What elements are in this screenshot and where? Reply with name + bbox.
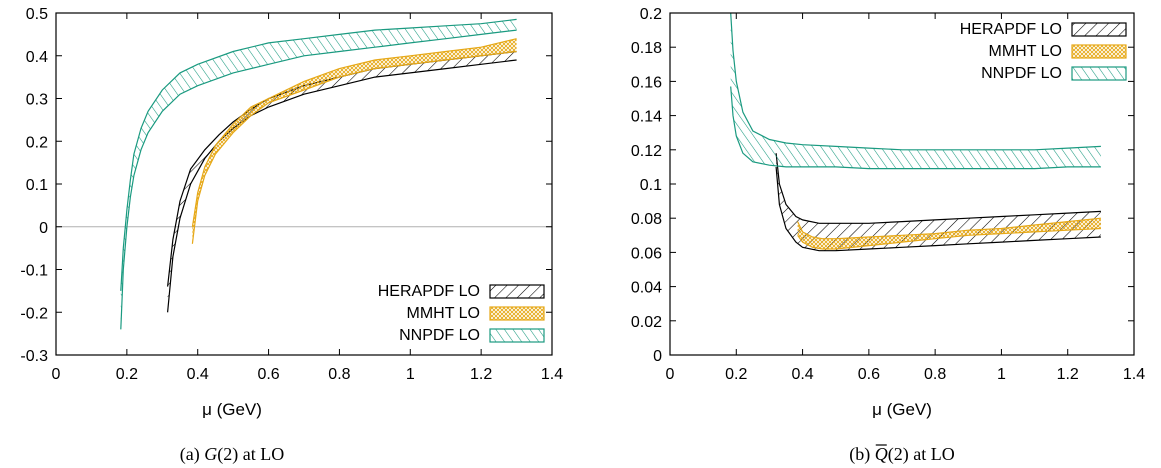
- y-tick-label: 0.18: [631, 40, 662, 57]
- y-tick-label: 0.04: [631, 280, 662, 297]
- x-tick-label: 0.2: [116, 366, 138, 383]
- legend-swatch: [490, 285, 544, 298]
- legend-entry-mmht-lo: MMHT LO: [989, 43, 1126, 60]
- x-tick-label: 0: [666, 366, 675, 383]
- y-tick-label: 0.06: [631, 245, 662, 262]
- legend: HERAPDF LO MMHT LO NNPDF LO: [960, 21, 1126, 82]
- x-tick-label: 1: [406, 366, 415, 383]
- y-tick-label: 0.1: [640, 177, 662, 194]
- legend-entry-nnpdf-lo: NNPDF LO: [981, 65, 1126, 82]
- x-tick-label: 1.4: [1123, 366, 1145, 383]
- x-tick-label: 0.2: [725, 366, 747, 383]
- x-tick-label: 1.2: [470, 366, 492, 383]
- legend-entry-mmht-lo: MMHT LO: [407, 305, 544, 322]
- legend-swatch: [1072, 45, 1126, 58]
- legend-label: NNPDF LO: [399, 327, 480, 344]
- y-tick-label: 0.4: [26, 49, 48, 66]
- chart-panel-b: 0 0.2 0.4 0.6 0.8 1 1.2 1.4 0 0.02 0.04 0.06 0.08 0.1…: [631, 6, 1145, 465]
- figure-caption-b: (b) Q(2) at LO: [849, 444, 954, 465]
- legend-swatch: [1072, 67, 1126, 80]
- y-tick-label: -0.2: [20, 305, 48, 322]
- y-tick-label: 0: [653, 348, 662, 365]
- legend-label: HERAPDF LO: [378, 283, 480, 300]
- x-axis-label: μ (GeV): [872, 400, 932, 419]
- legend-entry-nnpdf-lo: NNPDF LO: [399, 327, 544, 344]
- y-tick-label: 0.16: [631, 74, 662, 91]
- x-axis-label: μ (GeV): [202, 400, 262, 419]
- x-tick-label: 0.8: [328, 366, 350, 383]
- x-tick-label: 0.6: [257, 366, 279, 383]
- x-tick-label: 0.4: [187, 366, 209, 383]
- y-tick-label: -0.3: [20, 348, 48, 365]
- plot-area: 0 0.2 0.4 0.6 0.8 1 1.2 1.4 0 0.02 0.04 0.06 0.08 0.1…: [631, 6, 1145, 383]
- band-upper-edge: [168, 52, 517, 287]
- legend-swatch: [490, 307, 544, 320]
- legend-label: MMHT LO: [989, 43, 1062, 60]
- y-tick-label: 0.1: [26, 177, 48, 194]
- legend-swatch: [490, 329, 544, 342]
- x-tick-label: 0.8: [924, 366, 946, 383]
- y-tick-label: 0.3: [26, 92, 48, 109]
- y-tick-label: -0.1: [20, 263, 48, 280]
- band-lower-edge: [168, 60, 517, 312]
- y-tick-label: 0.14: [631, 109, 662, 126]
- x-tick-label: 1.4: [541, 366, 563, 383]
- y-tick-label: 0.2: [640, 6, 662, 23]
- chart-panel-a: 0 0.2 0.4 0.6 0.8 1 1.2 1.4 -0.3 -0.2 -0.1 0 0.1 0.2 0…: [20, 6, 563, 465]
- x-tick-label: 0: [52, 366, 61, 383]
- legend-entry-herapdf-lo: HERAPDF LO: [378, 283, 544, 300]
- series-herapdf-lo: [168, 52, 517, 313]
- band-fill: [168, 52, 517, 313]
- plot-area: 0 0.2 0.4 0.6 0.8 1 1.2 1.4 -0.3 -0.2 -0.1 0 0.1 0.2 0…: [20, 6, 563, 383]
- x-tick-label: 0.6: [858, 366, 880, 383]
- y-tick-label: 0.02: [631, 314, 662, 331]
- legend: HERAPDF LO MMHT LO NNPDF LO: [378, 283, 544, 344]
- legend-swatch: [1072, 23, 1126, 36]
- y-tick-label: 0: [39, 220, 48, 237]
- legend-label: NNPDF LO: [981, 65, 1062, 82]
- legend-label: MMHT LO: [407, 305, 480, 322]
- y-tick-label: 0.2: [26, 134, 48, 151]
- y-tick-label: 0.5: [26, 6, 48, 23]
- x-tick-label: 0.4: [791, 366, 813, 383]
- plot-frame: [670, 13, 1134, 355]
- y-tick-label: 0.12: [631, 143, 662, 160]
- y-tick-label: 0.08: [631, 211, 662, 228]
- x-tick-label: 1.2: [1057, 366, 1079, 383]
- legend-label: HERAPDF LO: [960, 21, 1062, 38]
- legend-entry-herapdf-lo: HERAPDF LO: [960, 21, 1126, 38]
- x-tick-label: 1: [997, 366, 1006, 383]
- figure-caption-a: (a) G(2) at LO: [180, 444, 284, 465]
